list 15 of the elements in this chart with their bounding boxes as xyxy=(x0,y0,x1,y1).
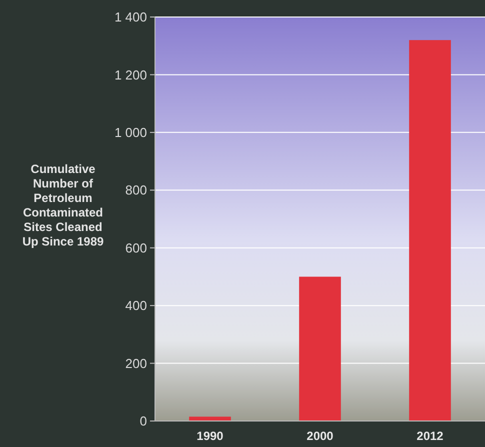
y-tick-label: 1 000 xyxy=(114,124,147,140)
y-tick-label: 600 xyxy=(125,240,147,256)
x-tick-label: 2000 xyxy=(306,429,334,443)
y-axis-title: Cumulative Number of Petroleum Contaminated Sites Cleaned Up Since 1989 xyxy=(22,162,104,248)
bar xyxy=(409,40,451,421)
y-tick-label: 200 xyxy=(125,356,147,371)
y-tick-label: 800 xyxy=(125,182,147,198)
x-tick-label: 1990 xyxy=(196,429,224,443)
y-tick-label: 1 200 xyxy=(114,67,147,82)
y-tick-label: 0 xyxy=(140,414,147,429)
bar xyxy=(299,276,341,421)
bar xyxy=(189,416,231,421)
x-tick-label: 2012 xyxy=(416,429,444,443)
y-tick-label: 400 xyxy=(125,298,147,314)
y-tick-label: 1 400 xyxy=(114,10,147,25)
